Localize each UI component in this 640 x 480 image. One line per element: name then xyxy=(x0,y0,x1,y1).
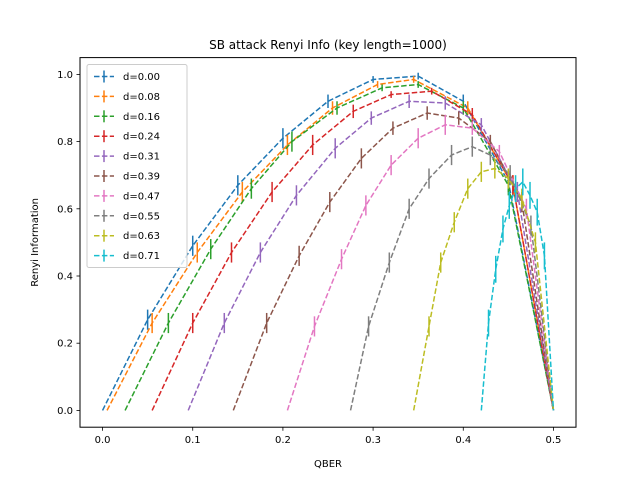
x-tick-label: 0.5 xyxy=(546,435,562,446)
x-tick-label: 0.2 xyxy=(275,435,291,446)
y-tick-label: 0.6 xyxy=(57,204,73,215)
series-d=0.71 xyxy=(480,168,555,411)
legend: d=0.00 d=0.08 d=0.16 d=0.24 d=0.31 d=0.39 d=0.… xyxy=(86,64,188,268)
series-d=0.63 xyxy=(412,158,555,411)
legend-label: d=0.63 xyxy=(123,231,160,242)
legend-entry: d=0.00 xyxy=(94,70,160,83)
legend-entry: d=0.63 xyxy=(94,229,160,242)
legend-label: d=0.47 xyxy=(123,191,160,202)
legend-label: d=0.16 xyxy=(123,112,160,123)
x-tick-label: 0.3 xyxy=(365,435,381,446)
y-tick-label: 0.8 xyxy=(57,137,73,148)
axes-frame xyxy=(79,57,577,428)
x-axis-label: QBER xyxy=(314,459,342,470)
y-tick-label: 1.0 xyxy=(57,70,73,81)
legend-entry: d=0.24 xyxy=(94,130,160,143)
x-tick-label: 0.0 xyxy=(95,435,111,446)
legend-label: d=0.39 xyxy=(123,172,160,183)
plot-area xyxy=(101,72,555,411)
legend-label: d=0.00 xyxy=(123,72,160,83)
y-tick-label: 0.0 xyxy=(57,406,73,417)
legend-label: d=0.24 xyxy=(123,132,160,143)
legend-entry: d=0.39 xyxy=(94,170,160,183)
legend-label: d=0.08 xyxy=(123,92,160,103)
legend-label: d=0.55 xyxy=(123,211,160,222)
legend-box xyxy=(86,64,188,268)
legend-entry: d=0.16 xyxy=(94,110,160,123)
legend-entry: d=0.55 xyxy=(94,209,160,222)
legend-entry: d=0.47 xyxy=(94,189,160,202)
series-line xyxy=(101,75,555,411)
series-d=0.16 xyxy=(124,81,555,411)
chart-title: SB attack Renyi Info (key length=1000) xyxy=(209,38,447,52)
y-axis-label: Renyi Information xyxy=(30,198,41,287)
series-line xyxy=(412,167,555,411)
legend-entry: d=0.31 xyxy=(94,150,160,163)
legend-entry: d=0.08 xyxy=(94,90,160,103)
y-axis: 0.0 0.2 0.4 0.6 0.8 1.0 xyxy=(57,70,80,417)
legend-label: d=0.31 xyxy=(123,152,160,163)
x-axis: 0.0 0.1 0.2 0.3 0.4 0.5 xyxy=(95,427,562,446)
legend-entry: d=0.71 xyxy=(94,249,160,262)
x-tick-label: 0.1 xyxy=(185,435,201,446)
legend-label: d=0.71 xyxy=(123,251,160,262)
y-tick-label: 0.4 xyxy=(57,272,73,283)
x-tick-label: 0.4 xyxy=(455,435,471,446)
y-tick-label: 0.2 xyxy=(57,339,73,350)
